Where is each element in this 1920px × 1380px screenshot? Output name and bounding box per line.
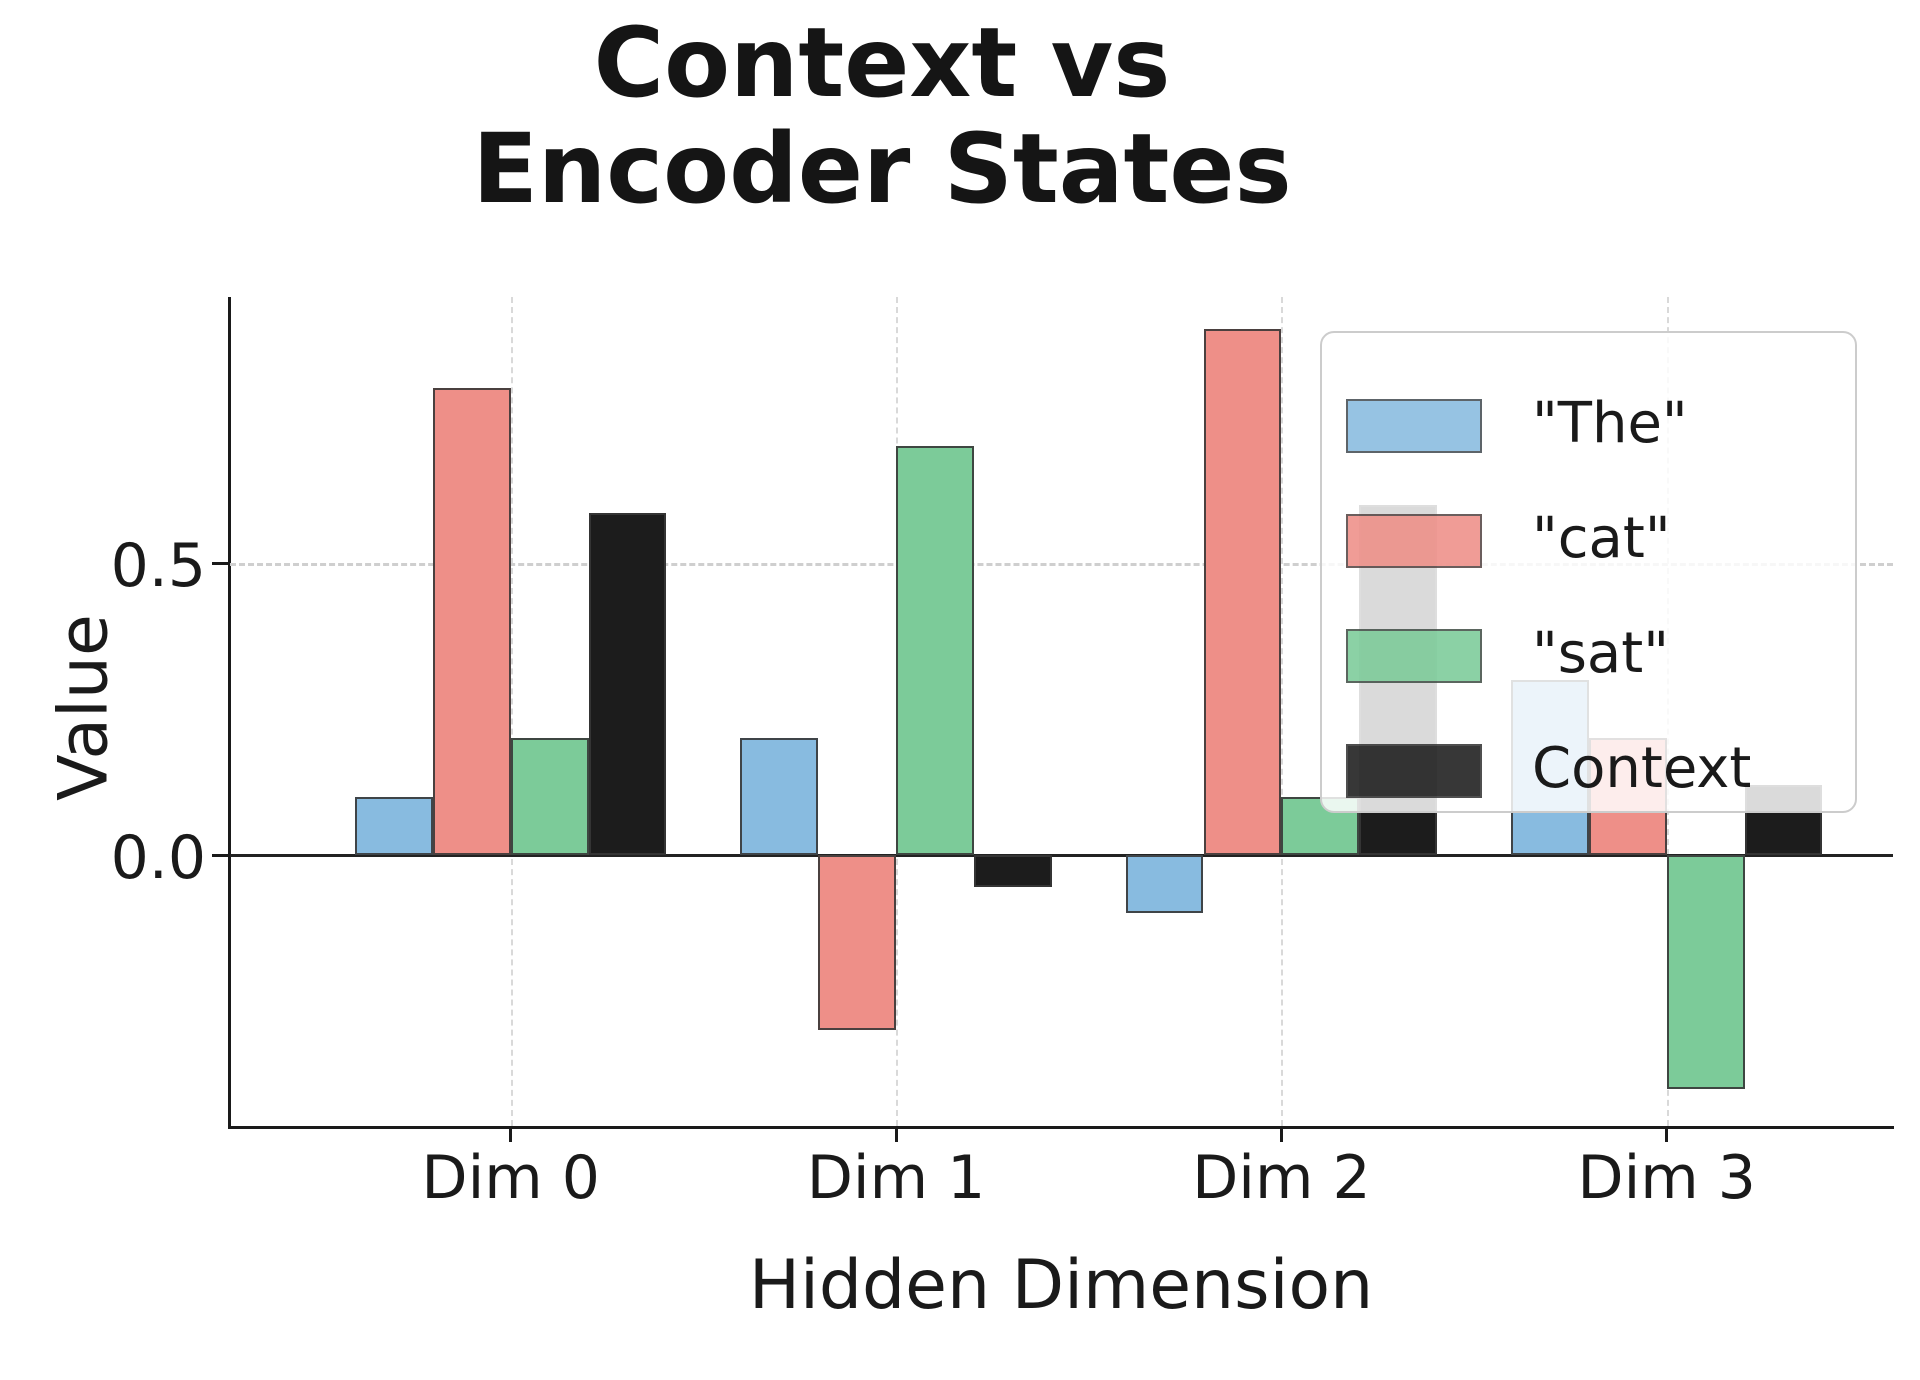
bottom-spine: [228, 1126, 1894, 1129]
legend-label-sat: "sat": [1532, 621, 1669, 686]
gridline-y-0.5: [230, 563, 1893, 566]
left-spine: [228, 297, 231, 1129]
bar-Context-dim0: [588, 513, 667, 855]
bar-The-dim0: [354, 796, 433, 855]
legend-swatch-Context: [1346, 744, 1482, 798]
bar-sat-dim0: [510, 738, 589, 855]
legend-label-cat: "cat": [1532, 506, 1671, 571]
y-axis-label: Value: [44, 614, 124, 801]
bar-Context-dim1: [973, 855, 1052, 888]
bar-sat-dim3: [1666, 855, 1745, 1089]
chart-title-line2: Encoder States: [472, 113, 1292, 225]
bar-The-dim1: [740, 738, 819, 855]
bar-The-dim2: [1125, 855, 1204, 914]
zero-line: [230, 854, 1893, 857]
legend-row-3: Context: [1322, 713, 1855, 828]
legend: "The" "cat" "sat" Context: [1320, 331, 1857, 813]
x-tick-label-Dim 0: Dim 0: [421, 1143, 600, 1213]
x-tick-mark-Dim 3: [1665, 1126, 1669, 1142]
bar-cat-dim0: [432, 387, 511, 855]
x-tick-label-Dim 2: Dim 2: [1192, 1143, 1371, 1213]
y-tick-mark-0.0: [212, 854, 228, 857]
chart-title: Context vs Encoder States: [232, 10, 1532, 222]
legend-row-0: "The": [1322, 368, 1855, 483]
legend-label-The: "The": [1532, 391, 1688, 456]
legend-label-Context: Context: [1532, 736, 1752, 801]
x-tick-mark-Dim 1: [894, 1126, 898, 1142]
x-tick-label-Dim 3: Dim 3: [1577, 1143, 1756, 1213]
x-tick-mark-Dim 2: [1279, 1126, 1283, 1142]
y-tick-label-0.5: 0.5: [110, 531, 206, 601]
chart-title-line1: Context vs: [593, 7, 1171, 119]
legend-swatch-cat: [1346, 514, 1482, 568]
x-axis-label: Hidden Dimension: [748, 1246, 1374, 1325]
bar-sat-dim1: [896, 446, 974, 855]
x-tick-mark-Dim 0: [509, 1126, 513, 1142]
gridline-Dim 2: [1281, 297, 1284, 1126]
legend-swatch-sat: [1346, 629, 1482, 683]
bar-cat-dim2: [1203, 329, 1282, 855]
x-tick-label-Dim 1: Dim 1: [806, 1143, 986, 1213]
y-tick-label-0.0: 0.0: [110, 823, 206, 893]
gridline-Dim 0: [510, 297, 513, 1126]
legend-row-2: "sat": [1322, 598, 1855, 713]
legend-swatch-The: [1346, 399, 1482, 453]
legend-row-1: "cat": [1322, 483, 1855, 598]
y-tick-mark-0.5: [212, 562, 228, 565]
bar-cat-dim1: [818, 855, 896, 1031]
